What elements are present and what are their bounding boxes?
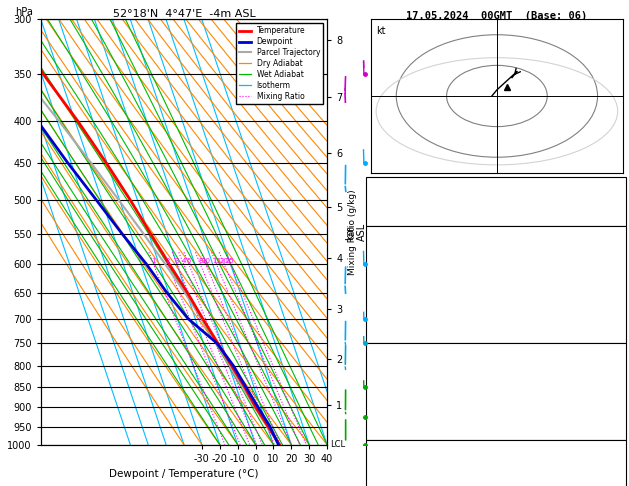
Text: K: K: [374, 181, 380, 190]
Text: 5: 5: [187, 258, 191, 264]
Text: 45: 45: [610, 197, 621, 206]
Text: 15: 15: [212, 258, 221, 264]
Text: SREH: SREH: [374, 483, 397, 486]
Text: Hodograph: Hodograph: [470, 445, 522, 454]
Text: 0: 0: [615, 313, 621, 322]
Text: 0: 0: [615, 427, 621, 436]
Text: 10: 10: [201, 258, 211, 264]
Text: 28: 28: [610, 181, 621, 190]
Text: EH: EH: [374, 464, 386, 473]
Text: CIN (J): CIN (J): [374, 427, 415, 436]
Text: 311: 311: [604, 280, 621, 289]
Text: CAPE (J): CAPE (J): [374, 313, 420, 322]
Text: 25: 25: [226, 258, 235, 264]
Title: 52°18'N  4°47'E  -4m ASL: 52°18'N 4°47'E -4m ASL: [113, 9, 255, 18]
Text: CAPE (J): CAPE (J): [374, 411, 420, 420]
Bar: [366, 440, 626, 486]
Legend: Temperature, Dewpoint, Parcel Trajectory, Dry Adiabat, Wet Adiabat, Isotherm, Mi: Temperature, Dewpoint, Parcel Trajectory…: [236, 23, 323, 104]
Text: Lifted Index: Lifted Index: [374, 395, 443, 404]
Text: 5: 5: [615, 395, 621, 404]
Text: 0: 0: [615, 411, 621, 420]
Bar: [366, 177, 626, 226]
Text: 13.4: 13.4: [598, 246, 621, 256]
Text: 312: 312: [604, 379, 621, 388]
Text: PW (cm): PW (cm): [374, 213, 415, 223]
Text: 5: 5: [615, 296, 621, 306]
Text: 3: 3: [175, 258, 179, 264]
Text: Most Unstable: Most Unstable: [459, 346, 533, 355]
Text: 20: 20: [220, 258, 229, 264]
Text: Dewp (°C): Dewp (°C): [374, 263, 426, 272]
Text: Totals Totals: Totals Totals: [374, 197, 449, 206]
Y-axis label: km
ASL: km ASL: [345, 223, 367, 241]
Text: 27: 27: [610, 483, 621, 486]
Text: Lifted Index: Lifted Index: [374, 296, 443, 306]
Bar: [366, 343, 626, 440]
Text: 17.05.2024  00GMT  (Base: 06): 17.05.2024 00GMT (Base: 06): [406, 11, 587, 21]
Text: θₑ (K): θₑ (K): [374, 379, 409, 388]
Text: 2.72: 2.72: [598, 213, 621, 223]
X-axis label: Dewpoint / Temperature (°C): Dewpoint / Temperature (°C): [109, 469, 259, 479]
Text: Mixing Ratio (g/kg): Mixing Ratio (g/kg): [348, 189, 357, 275]
Text: hPa: hPa: [15, 7, 33, 17]
Text: 12.8: 12.8: [598, 263, 621, 272]
Text: 750: 750: [604, 363, 621, 371]
Text: CIN (J): CIN (J): [374, 330, 415, 339]
Text: Temp (°C): Temp (°C): [374, 246, 426, 256]
Text: 1: 1: [152, 258, 156, 264]
Text: 4: 4: [181, 258, 186, 264]
Text: 15: 15: [610, 464, 621, 473]
Text: ψψψ: ψψψ: [387, 22, 410, 45]
Bar: [366, 226, 626, 343]
Text: Pressure (mb): Pressure (mb): [374, 363, 449, 371]
Text: 0: 0: [615, 330, 621, 339]
Text: θₑ(K): θₑ(K): [374, 280, 403, 289]
Text: kt: kt: [376, 26, 386, 35]
Text: 2: 2: [166, 258, 170, 264]
Text: 8: 8: [198, 258, 203, 264]
Text: LCL: LCL: [330, 440, 345, 449]
Text: Surface: Surface: [476, 230, 516, 239]
